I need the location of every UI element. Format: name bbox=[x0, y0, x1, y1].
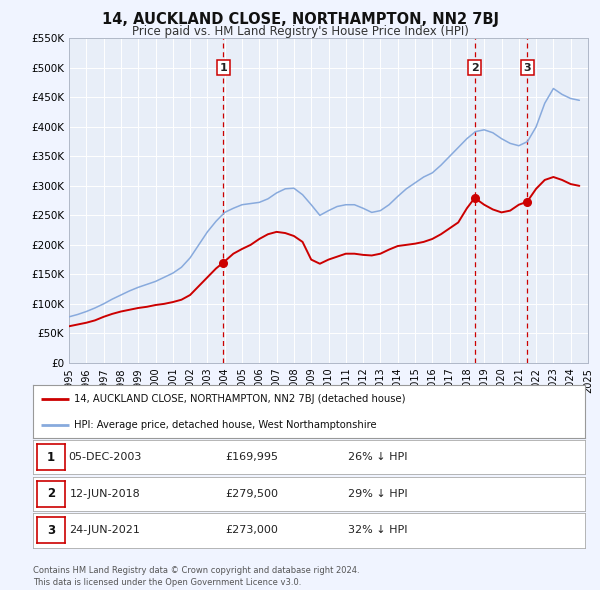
Text: 3: 3 bbox=[523, 63, 531, 73]
Text: 1: 1 bbox=[220, 63, 227, 73]
Text: 24-JUN-2021: 24-JUN-2021 bbox=[70, 526, 140, 535]
Text: HPI: Average price, detached house, West Northamptonshire: HPI: Average price, detached house, West… bbox=[74, 419, 377, 430]
Text: 3: 3 bbox=[47, 524, 55, 537]
Text: Price paid vs. HM Land Registry's House Price Index (HPI): Price paid vs. HM Land Registry's House … bbox=[131, 25, 469, 38]
Text: 14, AUCKLAND CLOSE, NORTHAMPTON, NN2 7BJ: 14, AUCKLAND CLOSE, NORTHAMPTON, NN2 7BJ bbox=[101, 12, 499, 27]
Text: 32% ↓ HPI: 32% ↓ HPI bbox=[348, 526, 408, 535]
Text: £169,995: £169,995 bbox=[226, 453, 278, 462]
Text: 2: 2 bbox=[47, 487, 55, 500]
Text: £279,500: £279,500 bbox=[226, 489, 278, 499]
Text: 2: 2 bbox=[471, 63, 479, 73]
Text: 29% ↓ HPI: 29% ↓ HPI bbox=[348, 489, 408, 499]
Text: 1: 1 bbox=[47, 451, 55, 464]
Text: Contains HM Land Registry data © Crown copyright and database right 2024.
This d: Contains HM Land Registry data © Crown c… bbox=[33, 566, 359, 587]
Text: 12-JUN-2018: 12-JUN-2018 bbox=[70, 489, 140, 499]
Text: 26% ↓ HPI: 26% ↓ HPI bbox=[348, 453, 408, 462]
Text: £273,000: £273,000 bbox=[226, 526, 278, 535]
Text: 14, AUCKLAND CLOSE, NORTHAMPTON, NN2 7BJ (detached house): 14, AUCKLAND CLOSE, NORTHAMPTON, NN2 7BJ… bbox=[74, 394, 406, 404]
Text: 05-DEC-2003: 05-DEC-2003 bbox=[68, 453, 142, 462]
